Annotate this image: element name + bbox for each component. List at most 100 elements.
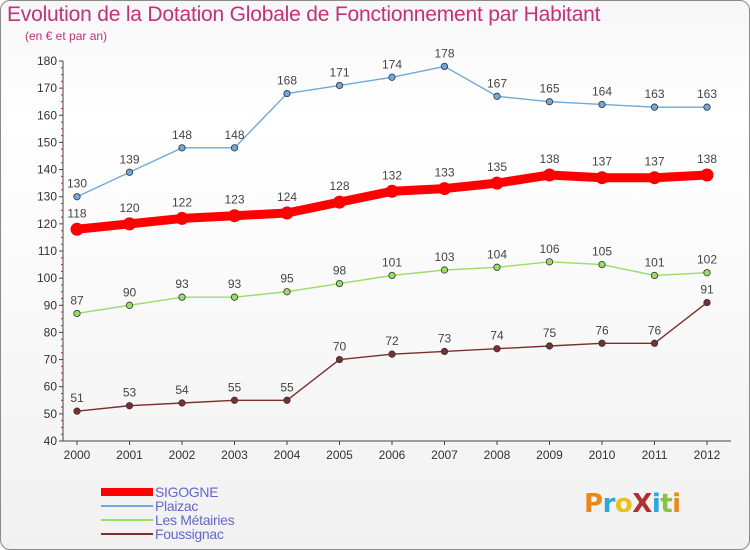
- legend-swatch: [101, 533, 153, 535]
- y-tick-label: 180: [37, 54, 57, 68]
- data-point: [703, 269, 711, 277]
- data-point: [545, 98, 554, 106]
- x-tick-label: 2007: [431, 448, 458, 462]
- data-point: [73, 193, 81, 201]
- data-point: [385, 184, 399, 198]
- legend-label: Les Métairies: [155, 512, 235, 528]
- logo-letter: X: [632, 489, 652, 519]
- data-point: [595, 171, 609, 185]
- data-point: [335, 355, 344, 364]
- data-point: [545, 342, 554, 350]
- data-point: [650, 271, 659, 280]
- y-tick-label: 150: [37, 135, 57, 149]
- data-label: 91: [700, 283, 714, 297]
- data-point: [335, 279, 344, 288]
- logo-letter: r: [602, 489, 616, 519]
- legend-label: Plaizac: [155, 498, 199, 514]
- data-label: 148: [172, 128, 192, 142]
- data-point: [175, 211, 189, 225]
- data-label: 70: [333, 340, 347, 354]
- data-label: 90: [123, 285, 137, 299]
- data-label: 73: [438, 331, 452, 345]
- data-label: 124: [277, 190, 297, 204]
- data-point: [440, 347, 449, 356]
- data-point: [703, 298, 711, 307]
- data-point: [230, 144, 239, 152]
- data-label: 167: [487, 76, 507, 90]
- data-point: [178, 399, 186, 407]
- y-tick-label: 60: [44, 380, 58, 394]
- y-tick-label: 120: [37, 217, 57, 231]
- data-label: 135: [487, 160, 507, 174]
- y-tick-label: 100: [37, 271, 57, 285]
- legend-item: SIGOGNE: [101, 484, 361, 500]
- series-plaizac: 130 139 148 148 168 171 174 178 167 165 164 163 163: [67, 46, 717, 201]
- x-tick-label: 2004: [274, 448, 301, 462]
- data-point: [230, 396, 239, 404]
- data-point: [493, 345, 501, 353]
- data-label: 93: [175, 277, 189, 291]
- legend-label: Foussignac: [155, 526, 224, 542]
- data-label: 51: [70, 391, 84, 405]
- data-point: [73, 407, 81, 415]
- data-point: [70, 222, 84, 236]
- data-point: [703, 103, 711, 111]
- data-label: 163: [644, 87, 664, 101]
- data-point: [335, 81, 344, 90]
- data-label: 120: [119, 201, 139, 215]
- data-label: 55: [280, 380, 294, 394]
- legend: SIGOGNE Plaizac Les Métairies Foussignac: [101, 484, 361, 542]
- data-label: 128: [329, 179, 349, 193]
- x-tick-label: 2008: [484, 448, 511, 462]
- data-label: 138: [697, 152, 717, 166]
- y-tick-label: 50: [44, 407, 58, 421]
- data-point: [228, 209, 241, 223]
- data-point: [700, 168, 714, 182]
- series-foussignac: 51 53 54 55 55 70 72 73 74 75 76 76 91: [70, 283, 714, 415]
- data-point: [123, 217, 136, 231]
- data-point: [388, 350, 396, 358]
- data-point: [493, 92, 501, 100]
- x-tick-label: 2002: [169, 448, 196, 462]
- y-tick-label: 80: [44, 325, 58, 339]
- x-tick-label: 2000: [64, 448, 91, 462]
- data-point: [598, 339, 606, 347]
- data-point: [648, 171, 661, 185]
- data-label: 139: [119, 152, 139, 166]
- data-label: 76: [648, 323, 662, 337]
- data-point: [440, 62, 449, 71]
- legend-swatch: [101, 488, 153, 496]
- data-label: 98: [333, 264, 347, 278]
- x-tick-label: 2003: [221, 448, 248, 462]
- data-label: 87: [70, 293, 84, 307]
- data-point: [490, 176, 504, 190]
- data-label: 137: [592, 155, 612, 169]
- data-label: 93: [228, 277, 242, 291]
- series-layer: 130 139 148 148 168 171 174 178 167 165 164 163 163 8…: [67, 46, 717, 415]
- legend-swatch: [101, 505, 153, 507]
- data-label: 138: [539, 152, 559, 166]
- y-tick-label: 110: [38, 244, 57, 258]
- data-point: [230, 293, 239, 301]
- y-tick-label: 130: [37, 190, 57, 204]
- data-label: 54: [175, 383, 189, 397]
- data-point: [178, 144, 186, 152]
- legend-item: Plaizac: [101, 498, 361, 514]
- data-label: 122: [172, 195, 192, 209]
- data-point: [440, 266, 449, 274]
- data-label: 104: [487, 247, 507, 261]
- data-point: [438, 182, 451, 196]
- data-point: [125, 168, 134, 176]
- data-point: [333, 195, 346, 209]
- x-tick-label: 2011: [642, 448, 668, 462]
- data-label: 123: [224, 193, 244, 207]
- data-label: 171: [329, 65, 349, 79]
- data-label: 164: [592, 84, 612, 98]
- chart-title: Evolution de la Dotation Globale de Fonc…: [7, 3, 601, 26]
- data-label: 53: [123, 386, 137, 400]
- data-label: 72: [385, 334, 399, 348]
- chart-subtitle: (en € et par an): [25, 29, 108, 43]
- logo-letter: o: [614, 489, 633, 519]
- data-point: [125, 402, 134, 410]
